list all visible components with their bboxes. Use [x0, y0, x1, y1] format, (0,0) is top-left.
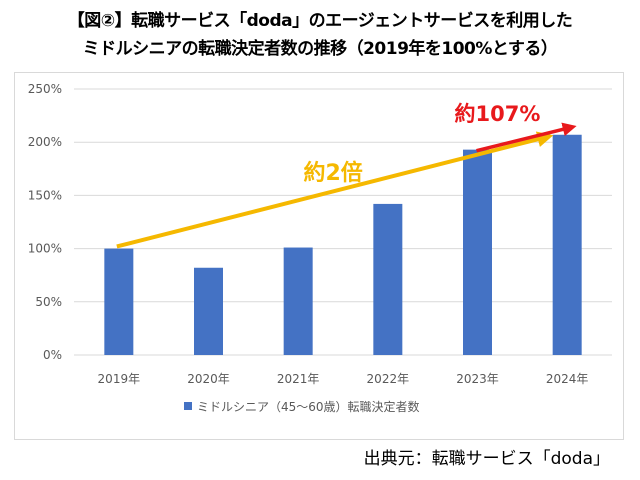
y-tick-label: 250%: [28, 82, 62, 96]
bar: [463, 149, 492, 355]
y-tick-label: 150%: [28, 188, 62, 202]
x-tick-label: 2021年: [277, 372, 320, 386]
annotation-label-double: 約2倍: [304, 160, 363, 186]
legend-swatch: [184, 402, 192, 410]
bar: [552, 134, 582, 355]
y-tick-label: 200%: [28, 135, 62, 149]
x-tick-label: 2020年: [187, 372, 230, 386]
source-credit: 出典元：転職サービス「doda」: [363, 449, 610, 469]
y-tick-label: 50%: [35, 295, 62, 309]
y-tick-label: 0%: [43, 348, 62, 362]
x-tick-label: 2023年: [456, 372, 499, 386]
growth-arrow-2019-2024: [116, 131, 554, 249]
growth-arrow-2023-2024: [476, 122, 577, 153]
x-tick-label: 2024年: [546, 372, 589, 386]
x-tick-label: 2022年: [367, 372, 410, 386]
bar: [104, 248, 134, 355]
chart-title-line-2: ミドルシニアの転職決定者数の推移（2019年を100%とする）: [82, 39, 558, 59]
bar: [194, 267, 223, 355]
legend-label: ミドルシニア（45～60歳）転職決定者数: [197, 399, 420, 414]
chart-title-line-1: 【図②】転職サービス「doda」のエージェントサービスを利用した: [67, 11, 573, 31]
annotation-label-107: 約107%: [455, 102, 541, 126]
y-tick-label: 100%: [28, 242, 62, 256]
x-tick-label: 2019年: [98, 372, 141, 386]
bar: [373, 203, 403, 355]
bar: [283, 247, 313, 355]
